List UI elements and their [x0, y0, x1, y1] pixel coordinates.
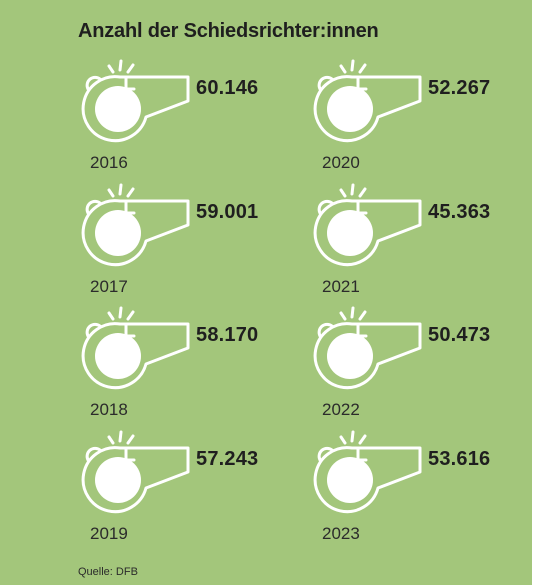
- whistle-ball: [95, 457, 141, 503]
- sound-ray: [350, 430, 355, 443]
- whistle-body: [81, 446, 190, 514]
- sound-ray: [339, 188, 347, 198]
- whistle-ball: [327, 333, 373, 379]
- count-value: 53.616: [428, 448, 491, 470]
- sound-ray: [350, 306, 355, 319]
- year-item-2023: 53.616 2023: [310, 428, 510, 548]
- sound-ray: [350, 183, 355, 196]
- whistle-knob: [85, 322, 102, 338]
- sound-ray: [126, 434, 135, 445]
- count-value: 58.170: [196, 324, 259, 346]
- whistle-knob: [85, 446, 102, 462]
- whistle-ball: [327, 86, 373, 132]
- whistle-notch: [124, 199, 136, 215]
- count-value: 45.363: [428, 201, 491, 223]
- whistle-knob: [317, 446, 334, 462]
- sound-ray: [118, 306, 123, 319]
- whistle-knob: [317, 199, 334, 215]
- year-item-2018: 58.170 2018: [78, 304, 278, 424]
- whistle-icon: [81, 183, 190, 267]
- sound-ray: [339, 311, 347, 321]
- whistle-notch: [356, 199, 368, 215]
- year-label: 2016: [90, 153, 128, 172]
- whistle-ball: [327, 210, 373, 256]
- whistle-notch: [356, 322, 368, 338]
- count-value: 52.267: [428, 77, 491, 99]
- whistle-notch: [124, 75, 136, 91]
- sound-ray: [107, 435, 115, 445]
- source-note: Quelle: DFB: [78, 566, 138, 578]
- sound-ray: [350, 59, 355, 72]
- year-label: 2022: [322, 400, 360, 419]
- whistle-body: [313, 446, 422, 514]
- whistle-notch: [356, 446, 368, 462]
- count-value: 60.146: [196, 77, 259, 99]
- whistle-notch: [356, 75, 368, 91]
- page-edge: [532, 0, 543, 585]
- whistle-outline: [81, 430, 190, 514]
- sound-ray: [358, 63, 367, 74]
- whistle-knob: [317, 322, 334, 338]
- whistle-outline: [313, 306, 422, 390]
- chart-title: Anzahl der Schiedsrichter:innen: [78, 20, 379, 42]
- whistle-ball: [95, 333, 141, 379]
- count-value: 57.243: [196, 448, 259, 470]
- whistle-icon: [81, 430, 190, 514]
- sound-ray: [358, 310, 367, 321]
- year-label: 2021: [322, 277, 360, 296]
- whistle-icon: [313, 430, 422, 514]
- year-item-2022: 50.473 2022: [310, 304, 510, 424]
- whistle-outline: [313, 183, 422, 267]
- sound-ray: [339, 64, 347, 74]
- whistle-icon: [81, 59, 190, 143]
- sound-ray: [339, 435, 347, 445]
- sound-ray: [126, 310, 135, 321]
- whistle-body: [313, 75, 422, 143]
- sound-ray: [107, 64, 115, 74]
- year-label: 2023: [322, 524, 360, 543]
- whistle-notch: [124, 446, 136, 462]
- whistle-knob: [85, 199, 102, 215]
- year-label: 2018: [90, 400, 128, 419]
- year-item-2021: 45.363 2021: [310, 181, 510, 301]
- whistle-notch: [124, 322, 136, 338]
- count-value: 50.473: [428, 324, 491, 346]
- year-item-2017: 59.001 2017: [78, 181, 278, 301]
- whistle-knob: [317, 75, 334, 91]
- whistle-icon: [313, 59, 422, 143]
- whistle-outline: [81, 183, 190, 267]
- infographic-card: Anzahl der Schiedsrichter:innen 60.146 2…: [78, 20, 510, 578]
- sound-ray: [107, 188, 115, 198]
- sound-ray: [118, 430, 123, 443]
- whistle-body: [81, 75, 190, 143]
- year-item-2020: 52.267 2020: [310, 57, 510, 177]
- sound-ray: [358, 434, 367, 445]
- sound-ray: [107, 311, 115, 321]
- sound-ray: [126, 187, 135, 198]
- whistle-body: [313, 322, 422, 390]
- count-value: 59.001: [196, 201, 259, 223]
- whistle-ball: [95, 210, 141, 256]
- year-item-2016: 60.146 2016: [78, 57, 278, 177]
- year-label: 2019: [90, 524, 128, 543]
- whistle-icon: [81, 306, 190, 390]
- whistle-body: [81, 322, 190, 390]
- year-label: 2020: [322, 153, 360, 172]
- whistle-knob: [85, 75, 102, 91]
- whistle-icon: [313, 306, 422, 390]
- whistle-body: [81, 199, 190, 267]
- year-item-2019: 57.243 2019: [78, 428, 278, 548]
- sound-ray: [358, 187, 367, 198]
- whistle-ball: [327, 457, 373, 503]
- whistle-ball: [95, 86, 141, 132]
- sound-ray: [126, 63, 135, 74]
- sound-ray: [118, 183, 123, 196]
- year-label: 2017: [90, 277, 128, 296]
- whistle-body: [313, 199, 422, 267]
- sound-ray: [118, 59, 123, 72]
- whistle-icon: [313, 183, 422, 267]
